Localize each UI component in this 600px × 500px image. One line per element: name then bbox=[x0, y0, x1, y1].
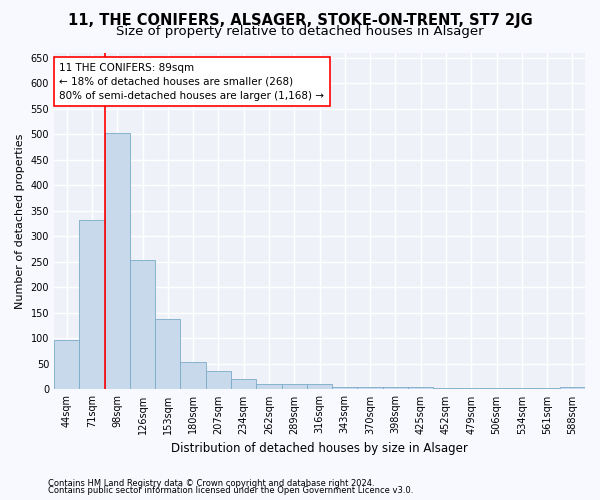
Bar bbox=[281, 384, 307, 390]
Bar bbox=[560, 387, 585, 390]
Bar bbox=[535, 388, 560, 390]
Bar bbox=[383, 387, 408, 390]
Text: Contains public sector information licensed under the Open Government Licence v3: Contains public sector information licen… bbox=[48, 486, 413, 495]
Bar bbox=[358, 387, 383, 390]
Bar bbox=[231, 378, 256, 390]
Bar bbox=[256, 384, 281, 390]
Bar bbox=[206, 370, 231, 390]
Bar bbox=[155, 320, 181, 390]
Bar bbox=[458, 388, 484, 390]
Y-axis label: Number of detached properties: Number of detached properties bbox=[15, 134, 25, 308]
Text: Contains HM Land Registry data © Crown copyright and database right 2024.: Contains HM Land Registry data © Crown c… bbox=[48, 478, 374, 488]
Text: Size of property relative to detached houses in Alsager: Size of property relative to detached ho… bbox=[116, 25, 484, 38]
Bar bbox=[408, 387, 433, 390]
Bar bbox=[332, 387, 358, 390]
Bar bbox=[181, 362, 206, 390]
Bar bbox=[484, 388, 509, 390]
Bar bbox=[79, 220, 104, 390]
Bar bbox=[433, 388, 458, 390]
Bar bbox=[104, 132, 130, 390]
Bar bbox=[307, 384, 332, 390]
Text: 11 THE CONIFERS: 89sqm
← 18% of detached houses are smaller (268)
80% of semi-de: 11 THE CONIFERS: 89sqm ← 18% of detached… bbox=[59, 62, 325, 100]
X-axis label: Distribution of detached houses by size in Alsager: Distribution of detached houses by size … bbox=[171, 442, 468, 455]
Text: 11, THE CONIFERS, ALSAGER, STOKE-ON-TRENT, ST7 2JG: 11, THE CONIFERS, ALSAGER, STOKE-ON-TREN… bbox=[68, 12, 532, 28]
Bar bbox=[130, 260, 155, 390]
Bar bbox=[509, 388, 535, 390]
Bar bbox=[54, 340, 79, 390]
